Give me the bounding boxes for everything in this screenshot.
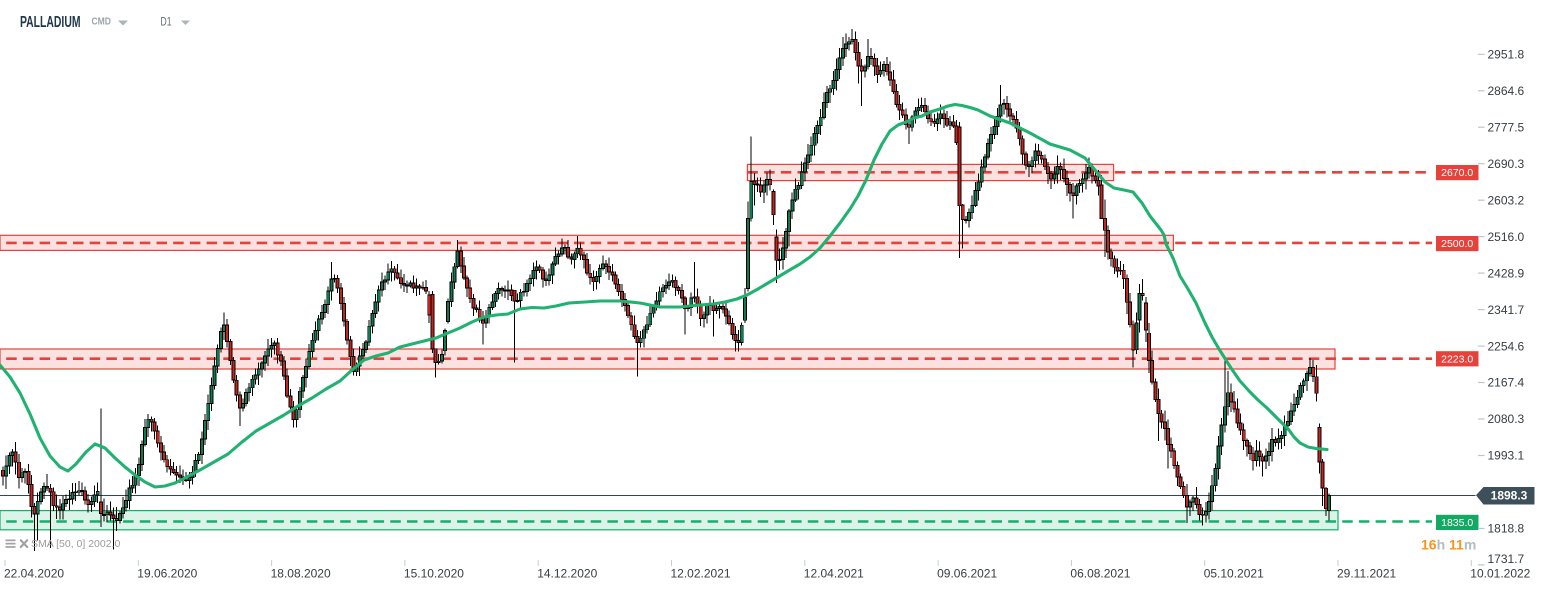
svg-text:05.10.2021: 05.10.2021 [1204,567,1264,581]
svg-text:1731.7: 1731.7 [1488,552,1525,566]
svg-text:15.10.2020: 15.10.2020 [404,567,464,581]
svg-text:1835.0: 1835.0 [1441,517,1473,529]
svg-text:2864.6: 2864.6 [1488,84,1525,98]
svg-text:14.12.2020: 14.12.2020 [537,567,597,581]
svg-text:1818.8: 1818.8 [1488,522,1525,536]
svg-text:29.11.2021: 29.11.2021 [1337,567,1396,581]
svg-text:1898.3: 1898.3 [1491,489,1528,503]
svg-text:2500.0: 2500.0 [1441,238,1473,250]
svg-text:2670.0: 2670.0 [1441,167,1473,179]
svg-text:06.08.2021: 06.08.2021 [1070,567,1130,581]
svg-text:2254.6: 2254.6 [1488,339,1525,353]
svg-text:2167.4: 2167.4 [1488,376,1525,390]
svg-text:2690.3: 2690.3 [1488,157,1525,171]
svg-text:2603.2: 2603.2 [1488,193,1525,207]
svg-text:10.01.2022: 10.01.2022 [1470,567,1530,581]
svg-text:D1: D1 [161,15,172,29]
svg-text:12.04.2021: 12.04.2021 [804,567,864,581]
svg-text:2341.7: 2341.7 [1488,303,1525,317]
svg-text:2080.3: 2080.3 [1488,412,1525,426]
svg-text:CMD: CMD [92,17,112,28]
svg-text:09.06.2021: 09.06.2021 [937,567,997,581]
svg-text:12.02.2021: 12.02.2021 [671,567,731,581]
svg-text:PALLADIUM: PALLADIUM [20,14,81,31]
svg-text:2951.8: 2951.8 [1488,48,1525,62]
svg-text:22.04.2020: 22.04.2020 [4,567,64,581]
svg-text:1993.1: 1993.1 [1488,449,1525,463]
svg-text:19.06.2020: 19.06.2020 [137,567,197,581]
svg-text:18.08.2020: 18.08.2020 [271,567,331,581]
svg-text:2516.0: 2516.0 [1488,230,1525,244]
svg-text:16h 11m: 16h 11m [1421,537,1476,553]
svg-text:2777.5: 2777.5 [1488,120,1525,134]
svg-text:2428.9: 2428.9 [1488,266,1525,280]
svg-text:SMA [50, 0] 2002.0: SMA [50, 0] 2002.0 [31,538,120,550]
svg-text:2223.0: 2223.0 [1441,353,1473,365]
